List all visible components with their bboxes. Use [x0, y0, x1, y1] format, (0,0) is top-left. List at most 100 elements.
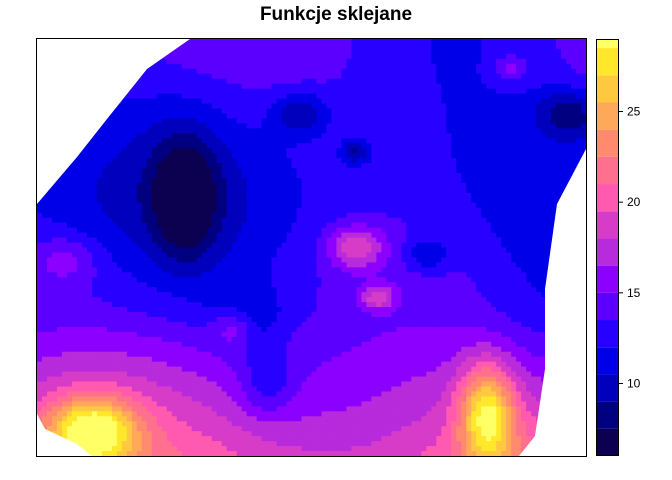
- field-cell: [251, 207, 258, 214]
- field-cell: [161, 163, 168, 169]
- field-cell: [341, 247, 348, 254]
- field-cell: [491, 118, 497, 124]
- field-cell: [201, 163, 208, 169]
- field-cell: [171, 262, 178, 268]
- field-cell: [371, 123, 377, 129]
- field-cell: [286, 98, 293, 105]
- field-cell: [456, 163, 462, 169]
- field-cell: [526, 138, 532, 144]
- field-cell: [461, 68, 467, 75]
- field-cell: [246, 48, 253, 55]
- field-cell: [576, 143, 582, 149]
- field-cell: [541, 108, 547, 115]
- field-cell: [256, 247, 263, 254]
- field-cell: [241, 222, 248, 229]
- field-cell: [366, 63, 372, 70]
- field-cell: [191, 53, 198, 60]
- field-cell: [526, 192, 532, 199]
- field-cell: [236, 197, 243, 204]
- field-cell: [211, 163, 218, 169]
- field-cell: [116, 168, 123, 174]
- field-cell: [301, 48, 308, 55]
- field-cell: [341, 192, 348, 199]
- field-cell: [211, 192, 218, 199]
- field-cell: [241, 138, 248, 144]
- field-cell: [551, 143, 557, 149]
- field-cell: [331, 108, 338, 115]
- field-cell: [281, 192, 288, 199]
- field-cell: [221, 212, 228, 219]
- field-cell: [531, 168, 537, 174]
- field-cell: [396, 103, 402, 110]
- field-cell: [236, 48, 243, 55]
- field-cell: [361, 257, 367, 263]
- field-cell: [441, 93, 447, 100]
- field-cell: [486, 257, 492, 263]
- field-cell: [496, 108, 502, 115]
- field-cell: [361, 217, 367, 224]
- field-cell: [451, 68, 457, 75]
- field-cell: [256, 143, 263, 149]
- field-cell: [536, 257, 542, 263]
- field-cell: [396, 98, 402, 105]
- field-cell: [211, 118, 218, 124]
- field-cell: [271, 68, 278, 75]
- field-cell: [281, 39, 288, 45]
- field-cell: [266, 168, 273, 174]
- field-cell: [456, 202, 462, 209]
- field-cell: [286, 133, 293, 139]
- field-cell: [326, 143, 333, 149]
- field-cell: [421, 163, 427, 169]
- field-cell: [176, 178, 183, 184]
- field-cell: [526, 108, 532, 115]
- field-cell: [256, 182, 263, 189]
- field-cell: [291, 138, 298, 144]
- field-cell: [446, 158, 452, 164]
- field-cell: [501, 242, 507, 249]
- field-cell: [151, 202, 158, 209]
- field-cell: [431, 197, 437, 204]
- field-cell: [266, 182, 273, 189]
- field-cell: [286, 173, 293, 179]
- field-cell: [246, 262, 253, 268]
- field-cell: [401, 78, 407, 85]
- field-cell: [71, 242, 78, 249]
- field-cell: [121, 262, 128, 268]
- field-cell: [411, 148, 417, 154]
- field-cell: [551, 103, 557, 110]
- field-cell: [296, 153, 303, 159]
- field-cell: [481, 143, 487, 149]
- field-cell: [561, 73, 567, 80]
- field-cell: [231, 43, 238, 50]
- field-cell: [531, 197, 537, 204]
- field-cell: [336, 93, 343, 100]
- field-cell: [191, 48, 198, 55]
- field-cell: [191, 247, 198, 254]
- field-cell: [406, 202, 412, 209]
- field-cell: [151, 227, 158, 234]
- field-cell: [61, 257, 68, 263]
- field-cell: [236, 178, 243, 184]
- field-cell: [206, 182, 213, 189]
- field-cell: [521, 168, 527, 174]
- field-cell: [471, 217, 477, 224]
- field-cell: [191, 232, 198, 239]
- field-cell: [476, 63, 482, 70]
- field-cell: [501, 118, 507, 124]
- field-cell: [96, 257, 103, 263]
- field-cell: [206, 153, 213, 159]
- field-cell: [286, 182, 293, 189]
- field-cell: [556, 63, 562, 70]
- field-cell: [456, 178, 462, 184]
- field-cell: [181, 247, 188, 254]
- field-cell: [256, 113, 263, 120]
- field-cell: [176, 73, 183, 80]
- field-cell: [521, 98, 527, 105]
- field-cell: [241, 158, 248, 164]
- field-cell: [461, 237, 467, 244]
- field-cell: [276, 247, 283, 254]
- field-cell: [451, 212, 457, 219]
- field-cell: [546, 78, 552, 85]
- field-cell: [496, 43, 502, 50]
- field-cell: [306, 108, 313, 115]
